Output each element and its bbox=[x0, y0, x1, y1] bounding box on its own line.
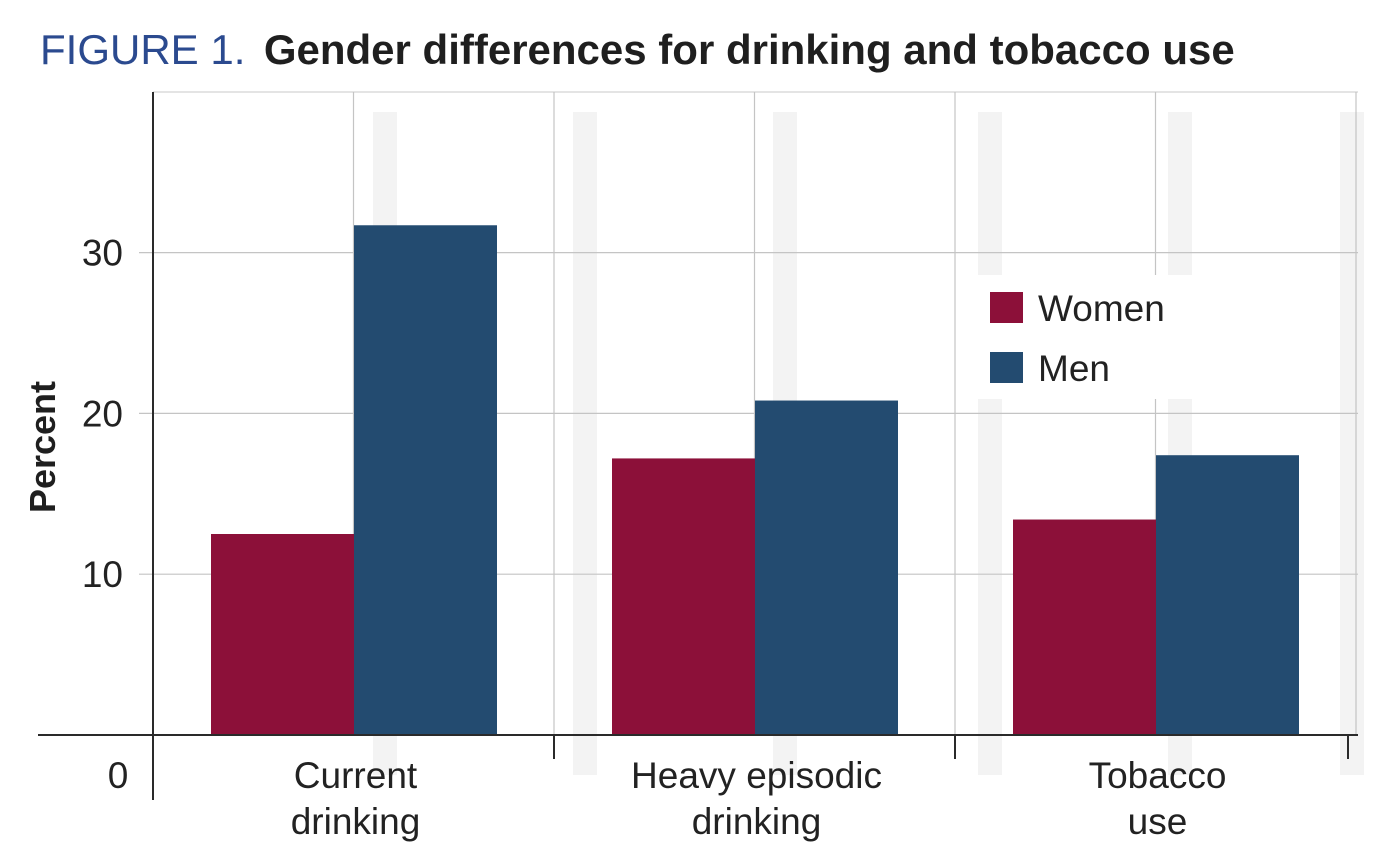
y-tick-label: 10 bbox=[82, 554, 123, 595]
legend-label-women: Women bbox=[1038, 288, 1165, 329]
legend: Women Men bbox=[978, 275, 1193, 399]
legend-swatch-men bbox=[990, 352, 1023, 383]
y-tick-label: 20 bbox=[82, 393, 123, 434]
x-category-label: Current drinking bbox=[291, 755, 421, 842]
y-tick-label: 30 bbox=[82, 233, 123, 274]
bar-men-1 bbox=[354, 225, 497, 735]
bar-women-2 bbox=[612, 458, 755, 735]
x-category-label: Heavy episodic drinking bbox=[631, 755, 882, 842]
bar-women-3 bbox=[1013, 519, 1156, 735]
category-labels: Current drinking Heavy episodic drinking Tob… bbox=[291, 755, 1227, 842]
axes bbox=[38, 92, 1358, 800]
bar-men-2 bbox=[755, 400, 898, 735]
x-category-label: Tobacco use bbox=[1089, 755, 1227, 842]
figure-number: FIGURE 1. bbox=[40, 26, 245, 73]
y-axis-label: Percent bbox=[22, 381, 63, 513]
svg-text:FIGURE 1. Gender differ: FIGURE 1. Gender differences for drinkin… bbox=[40, 26, 1235, 73]
shade-band bbox=[978, 112, 1002, 775]
bars bbox=[211, 225, 1299, 735]
shade-band bbox=[1340, 112, 1364, 775]
bar-men-3 bbox=[1156, 455, 1299, 735]
tick-labels: 10 20 30 0 bbox=[82, 233, 128, 796]
shade-band bbox=[573, 112, 597, 775]
bar-women-1 bbox=[211, 534, 354, 735]
legend-label-men: Men bbox=[1038, 348, 1110, 389]
chart-title: FIGURE 1. Gender differences for drinkin… bbox=[40, 26, 1235, 73]
y-origin-label: 0 bbox=[108, 755, 129, 796]
figure-heading: Gender differences for drinking and toba… bbox=[264, 26, 1235, 73]
legend-swatch-women bbox=[990, 292, 1023, 323]
